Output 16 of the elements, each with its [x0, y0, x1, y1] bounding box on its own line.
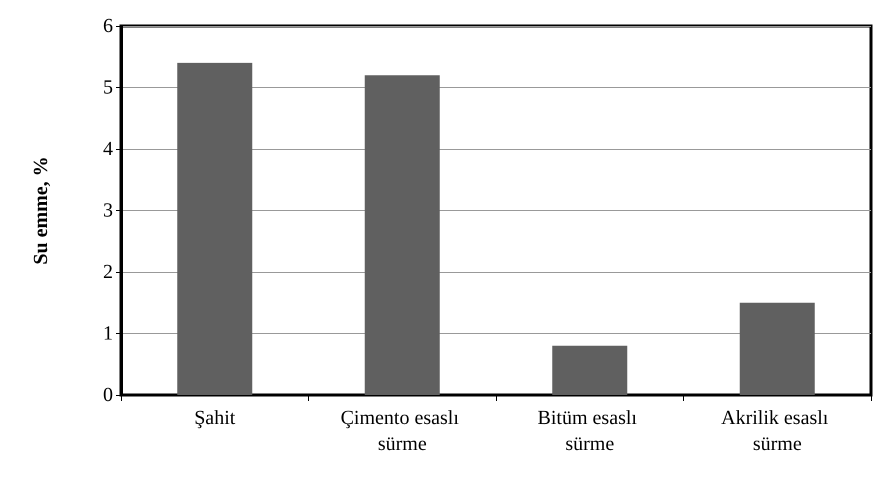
x-tick-label: Çimento esaslı sürme	[340, 407, 464, 455]
y-axis-title: Su emme, %	[30, 156, 52, 265]
y-tick-label: 4	[103, 138, 113, 160]
y-tick-label: 2	[103, 261, 113, 283]
bar	[552, 346, 628, 395]
bar	[177, 62, 252, 395]
y-tick-label: 3	[103, 200, 113, 222]
x-tick-label: Akrilik esaslı sürme	[721, 407, 834, 455]
bar	[364, 75, 440, 395]
y-tick-label: 5	[103, 76, 113, 98]
bar	[740, 302, 815, 395]
x-tick-label: Bitüm esaslı sürme	[538, 407, 642, 455]
y-tick-label: 0	[103, 384, 113, 406]
x-tick-label: Şahit	[194, 407, 236, 429]
y-tick-label: 6	[103, 15, 113, 37]
y-tick-label: 1	[103, 322, 113, 344]
